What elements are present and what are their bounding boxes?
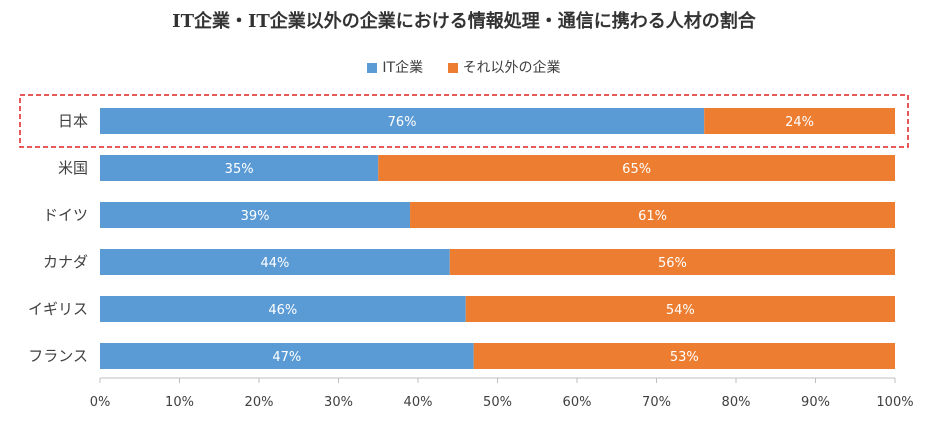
bar-other-4: [465, 296, 895, 322]
category-label-2: ドイツ: [43, 206, 88, 224]
chart-title: IT企業・IT企業以外の企業における情報処理・通信に携わる人材の割合: [172, 11, 756, 32]
bar-other-0: [704, 108, 895, 134]
bars-group: 76% 24% 35% 65% 39% 61% 44% 56% 46% 54% 47% 53%: [100, 108, 895, 369]
x-tick-label-6: 60%: [563, 395, 592, 410]
x-tick-label-4: 40%: [404, 395, 433, 410]
legend-item-it: IT企業: [367, 57, 423, 77]
bar-other-5: [473, 343, 895, 369]
bar-other-1: [378, 155, 895, 181]
category-label-5: フランス: [28, 347, 88, 365]
data-label-other-4: 54%: [666, 303, 695, 318]
bar-other-2: [410, 202, 895, 228]
data-label-other-1: 65%: [622, 162, 651, 177]
data-label-other-5: 53%: [670, 350, 699, 365]
legend-swatch-other: [447, 63, 458, 73]
category-label-0: 日本: [58, 112, 88, 130]
data-label-other-2: 61%: [638, 209, 667, 224]
category-label-1: 米国: [58, 159, 88, 177]
legend: IT企業 それ以外の企業: [0, 57, 928, 77]
x-tick-label-10: 100%: [876, 395, 913, 410]
legend-label-it: IT企業: [382, 60, 424, 76]
data-label-it-3: 44%: [260, 256, 289, 271]
bar-it-4: [100, 296, 466, 322]
x-tick-label-3: 30%: [324, 395, 353, 410]
data-label-it-2: 39%: [241, 209, 270, 224]
bar-it-1: [100, 155, 379, 181]
data-label-other-0: 24%: [785, 115, 814, 130]
x-tick-label-1: 10%: [165, 395, 194, 410]
x-tick-label-0: 0%: [90, 395, 111, 410]
x-tick-label-9: 90%: [801, 395, 830, 410]
legend-label-other: それ以外の企業: [462, 60, 561, 76]
bar-it-2: [100, 202, 411, 228]
legend-swatch-it: [367, 63, 378, 73]
data-label-it-0: 76%: [388, 115, 417, 130]
bar-it-0: [100, 108, 705, 134]
data-label-it-5: 47%: [272, 350, 301, 365]
x-tick-label-8: 80%: [722, 395, 751, 410]
bar-it-5: [100, 343, 474, 369]
highlight-box: [19, 94, 909, 148]
data-label-other-3: 56%: [658, 256, 687, 271]
x-axis: 0% 10% 20% 30% 40% 50% 60% 70% 80% 90% 100%: [90, 377, 914, 410]
bar-other-3: [449, 249, 895, 275]
legend-item-other: それ以外の企業: [447, 57, 561, 77]
x-tick-label-5: 50%: [483, 395, 512, 410]
x-tick-label-7: 70%: [642, 395, 671, 410]
data-label-it-4: 46%: [268, 303, 297, 318]
category-label-4: イギリス: [28, 300, 88, 318]
bar-it-3: [100, 249, 450, 275]
category-label-3: カナダ: [43, 253, 88, 271]
data-label-it-1: 35%: [225, 162, 254, 177]
x-tick-label-2: 20%: [245, 395, 274, 410]
